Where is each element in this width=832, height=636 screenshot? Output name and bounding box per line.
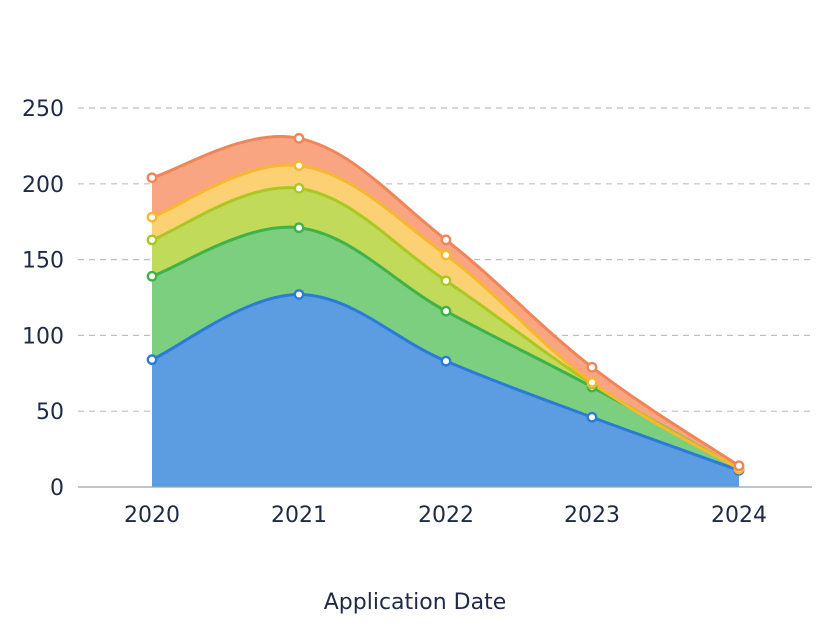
data-point[interactable] [735, 462, 743, 470]
x-tick-label: 2022 [418, 503, 474, 528]
data-point[interactable] [295, 224, 303, 232]
data-point[interactable] [295, 184, 303, 192]
data-point[interactable] [295, 290, 303, 298]
data-point[interactable] [148, 236, 156, 244]
y-tick-label: 0 [50, 476, 64, 501]
x-tick-label: 2021 [271, 503, 327, 528]
data-point[interactable] [148, 355, 156, 363]
x-tick-label: 2024 [711, 503, 767, 528]
stacked-area-chart: 0 50 100 150 200 250 2020 2021 2022 2023 2024 Appl… [0, 0, 832, 636]
y-tick-label: 250 [22, 97, 64, 122]
data-point[interactable] [295, 134, 303, 142]
data-point[interactable] [588, 378, 596, 386]
y-tick-label: 200 [22, 173, 64, 198]
data-point[interactable] [148, 213, 156, 221]
data-point[interactable] [442, 251, 450, 259]
x-axis-title: Application Date [324, 590, 507, 615]
data-point[interactable] [295, 161, 303, 169]
data-point[interactable] [588, 413, 596, 421]
data-point[interactable] [442, 236, 450, 244]
data-point[interactable] [442, 307, 450, 315]
data-point[interactable] [442, 357, 450, 365]
y-tick-label: 100 [22, 324, 64, 349]
y-tick-label: 50 [36, 400, 64, 425]
data-point[interactable] [148, 272, 156, 280]
chart: 0 50 100 150 200 250 2020 2021 2022 2023 2024 Appl… [0, 0, 832, 636]
data-point[interactable] [442, 277, 450, 285]
data-point[interactable] [588, 363, 596, 371]
x-tick-label: 2023 [564, 503, 620, 528]
x-tick-label: 2020 [124, 503, 180, 528]
data-point[interactable] [148, 174, 156, 182]
y-tick-label: 150 [22, 249, 64, 274]
